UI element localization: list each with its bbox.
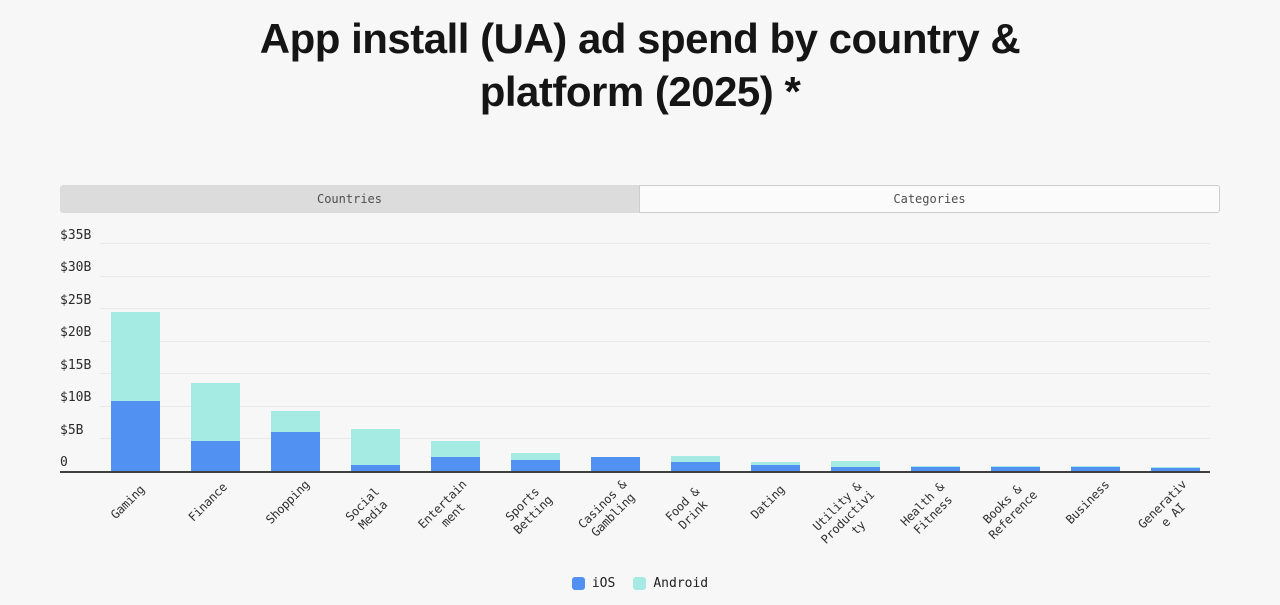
x-tick-label-utility-productivity: Utility & Productivi ty bbox=[793, 463, 903, 573]
legend-label: iOS bbox=[591, 576, 616, 591]
y-tick-label: 0 bbox=[60, 455, 68, 470]
bar-food-drink bbox=[671, 456, 720, 471]
tab-categories-label: Categories bbox=[893, 192, 966, 206]
bar-gaming bbox=[111, 311, 160, 471]
tab-categories[interactable]: Categories bbox=[639, 185, 1220, 213]
bar-segment-ios bbox=[831, 467, 880, 471]
bar-segment-ios bbox=[511, 459, 560, 471]
bar-books-reference bbox=[991, 466, 1040, 471]
bar-segment-android bbox=[511, 452, 560, 460]
bar-sports-betting bbox=[511, 452, 560, 471]
bar-segment-android bbox=[1151, 467, 1200, 468]
gridline-25 bbox=[100, 308, 1210, 309]
x-tick-label-casinos-gambling: Casinos & Gambling bbox=[558, 461, 657, 560]
bar-segment-android bbox=[831, 461, 880, 468]
y-tick-label: $10B bbox=[60, 390, 92, 405]
bar-segment-ios bbox=[751, 465, 800, 471]
bar-segment-ios bbox=[431, 456, 480, 471]
x-tick-label-health-fitness: Health & Fitness bbox=[878, 461, 977, 560]
legend-swatch-android bbox=[633, 577, 647, 590]
x-tick-label-food-drink: Food & Drink bbox=[638, 461, 737, 560]
bar-segment-android bbox=[351, 428, 400, 466]
legend-item-ios[interactable]: iOS bbox=[571, 576, 616, 591]
bar-utility-productivity bbox=[831, 461, 880, 471]
x-tick-label-entertainment: Entertain ment bbox=[398, 461, 497, 560]
x-axis-labels: Gaming Finance Shopping Social Media Entertai… bbox=[60, 477, 1220, 572]
legend-label: Android bbox=[653, 576, 709, 591]
gridline-10 bbox=[100, 405, 1210, 407]
x-tick-label-generative-ai: Generativ e AI bbox=[1118, 461, 1217, 560]
tab-countries[interactable]: Countries bbox=[60, 185, 639, 213]
y-tick-label: $30B bbox=[60, 260, 92, 275]
bar-generative-ai bbox=[1151, 467, 1200, 471]
bar-segment-ios bbox=[671, 461, 720, 471]
x-tick-label-sports-betting: Sports Betting bbox=[478, 461, 577, 560]
x-axis-line bbox=[60, 471, 1210, 473]
bar-segment-android bbox=[751, 461, 800, 466]
tab-bar: Countries Categories bbox=[60, 185, 1220, 213]
bar-segment-ios bbox=[111, 400, 160, 471]
y-tick-label: $15B bbox=[60, 357, 92, 373]
bar-segment-android bbox=[671, 456, 720, 462]
legend-swatch-ios bbox=[571, 577, 585, 590]
bar-segment-ios bbox=[191, 441, 240, 471]
tab-countries-label: Countries bbox=[316, 192, 383, 206]
bar-business bbox=[1071, 465, 1120, 471]
bar-segment-ios bbox=[991, 467, 1040, 471]
y-tick-label: $35B bbox=[60, 227, 92, 243]
bar-segment-ios bbox=[1071, 466, 1120, 471]
gridline-5 bbox=[100, 438, 1210, 439]
bar-segment-android bbox=[111, 311, 160, 401]
x-tick-label-social-media: Social Media bbox=[318, 461, 417, 560]
bar-segment-ios bbox=[1151, 467, 1200, 471]
bar-segment-android bbox=[911, 465, 960, 467]
bar-segment-android bbox=[991, 466, 1040, 468]
page-title-line2: platform (2025) * bbox=[479, 68, 801, 115]
bar-social-media bbox=[351, 428, 400, 471]
gridline-30 bbox=[100, 275, 1210, 277]
bar-segment-android bbox=[191, 383, 240, 442]
bar-segment-android bbox=[431, 441, 480, 457]
page-title-line1: App install (UA) ad spend by country & bbox=[259, 15, 1021, 62]
bar-casinos-gambling bbox=[591, 456, 640, 471]
gridline-20 bbox=[100, 340, 1210, 342]
y-tick-label: $20B bbox=[60, 325, 92, 340]
bar-segment-ios bbox=[351, 465, 400, 471]
bar-segment-android bbox=[271, 411, 320, 432]
gridline-35 bbox=[100, 243, 1210, 244]
bar-shopping bbox=[271, 411, 320, 471]
bar-segment-ios bbox=[911, 466, 960, 471]
gridline-15 bbox=[100, 373, 1210, 374]
bar-health-fitness bbox=[911, 465, 960, 471]
y-tick-label: $5B bbox=[60, 422, 84, 438]
legend-item-android[interactable]: Android bbox=[633, 576, 708, 591]
bar-chart: $35B $30B $25B $20B $15B $10B $5B 0 bbox=[60, 225, 1220, 473]
bar-segment-ios bbox=[271, 432, 320, 471]
bar-finance bbox=[191, 383, 240, 471]
chart-legend: iOS Android bbox=[0, 576, 1280, 591]
y-tick-label: $25B bbox=[60, 292, 92, 308]
bar-segment-ios bbox=[591, 456, 640, 471]
page-title: App install (UA) ad spend by country & p… bbox=[0, 12, 1280, 118]
bar-dating bbox=[751, 461, 800, 471]
bar-entertainment bbox=[431, 441, 480, 471]
x-tick-label-books-reference: Books & Reference bbox=[958, 461, 1057, 560]
bar-segment-android bbox=[1071, 465, 1120, 467]
